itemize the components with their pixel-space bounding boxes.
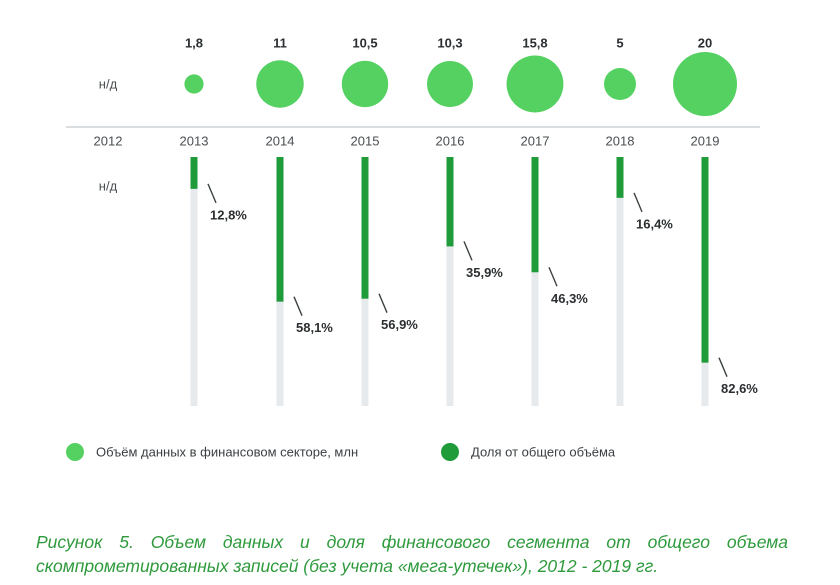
share-bar xyxy=(701,157,709,363)
share-leader-line xyxy=(463,241,473,261)
legend-volume-swatch xyxy=(66,443,84,461)
share-track xyxy=(616,157,624,406)
year-label: 2017 xyxy=(521,134,550,149)
share-track xyxy=(190,157,198,406)
share-bar xyxy=(190,157,198,189)
share-bar xyxy=(531,157,539,273)
share-track xyxy=(446,157,454,406)
volume-bubble xyxy=(427,61,473,107)
share-bar xyxy=(616,157,624,198)
share-value-label: 46,3% xyxy=(551,291,588,306)
volume-bubble xyxy=(604,68,636,100)
volume-value-label: 11 xyxy=(273,36,287,51)
share-value-label: 82,6% xyxy=(721,381,758,396)
figure-caption: Рисунок 5. Объем данных и доля финансово… xyxy=(36,530,788,578)
volume-bubble xyxy=(184,74,204,94)
share-track xyxy=(531,157,539,406)
volume-na-label: н/д xyxy=(99,77,118,92)
volume-value-label: 1,8 xyxy=(185,36,203,51)
volume-value-label: 5 xyxy=(616,36,623,51)
year-label: 2018 xyxy=(606,134,635,149)
year-label: 2012 xyxy=(94,134,123,149)
share-bar xyxy=(276,157,284,302)
volume-value-label: 10,3 xyxy=(437,36,462,51)
share-leader-line xyxy=(293,296,303,316)
share-bar xyxy=(446,157,454,247)
share-na-label: н/д xyxy=(99,179,118,194)
share-leader-line xyxy=(378,293,388,313)
share-leader-line xyxy=(633,192,643,213)
volume-bubble xyxy=(341,60,389,108)
volume-value-label: 15,8 xyxy=(522,36,547,51)
legend-volume-label: Объём данных в финансовом секторе, млн xyxy=(96,445,358,460)
legend-share-label: Доля от общего объёма xyxy=(471,445,616,460)
year-label: 2013 xyxy=(180,134,209,149)
caption-line-2: скомпрометированных записей (без учета «… xyxy=(36,556,659,576)
volume-value-label: 10,5 xyxy=(352,36,377,51)
share-leader-line xyxy=(207,183,217,204)
year-label: 2015 xyxy=(351,134,380,149)
legend-share-swatch xyxy=(441,443,459,461)
volume-bubble xyxy=(673,52,737,116)
share-leader-line xyxy=(718,357,728,377)
share-value-label: 12,8% xyxy=(210,207,247,222)
caption-line-1: Рисунок 5. Объем данных и доля финансово… xyxy=(36,532,788,552)
year-label: 2016 xyxy=(436,134,465,149)
share-value-label: 16,4% xyxy=(636,216,673,231)
year-label: 2014 xyxy=(266,134,295,149)
chart: 2012 н/д н/д 2013 1,8 12,8% 2014 11 58,1% 2015 10,… xyxy=(66,36,760,461)
share-value-label: 56,9% xyxy=(381,317,418,332)
share-leader-line xyxy=(548,267,558,287)
year-label: 2019 xyxy=(691,134,720,149)
volume-bubble xyxy=(256,60,304,108)
volume-value-label: 20 xyxy=(698,36,712,51)
share-bar xyxy=(361,157,369,299)
volume-bubble xyxy=(506,55,564,113)
share-value-label: 58,1% xyxy=(296,320,333,335)
share-value-label: 35,9% xyxy=(466,265,503,280)
